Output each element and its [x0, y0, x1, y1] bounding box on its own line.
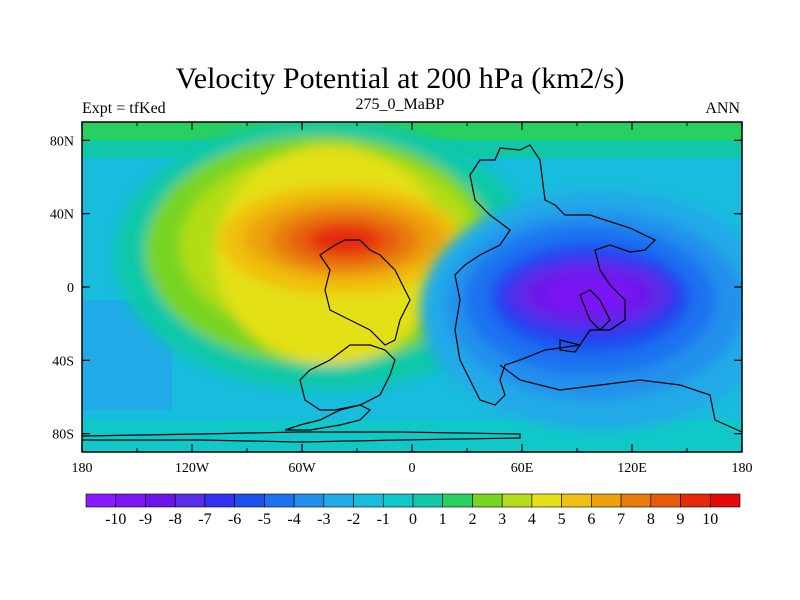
- colorbar-swatch: [650, 493, 681, 508]
- colorbar-swatch: [323, 493, 354, 508]
- colorbar-swatch: [293, 493, 325, 508]
- colorbar-label: -10: [105, 511, 126, 528]
- x-tick-label: 0: [409, 461, 416, 476]
- experiment-label: Expt = tfKed: [82, 100, 166, 117]
- colorbar-label: 7: [617, 511, 625, 528]
- colorbar-label: -5: [258, 511, 271, 528]
- colorbar-label: 2: [468, 511, 476, 528]
- colorbar-swatch: [501, 493, 533, 508]
- colorbar-swatch: [204, 493, 235, 508]
- colorbar-swatch: [561, 493, 592, 508]
- colorbar-label: -9: [139, 511, 152, 528]
- colorbar-swatch: [145, 493, 176, 508]
- x-tick-label: 180: [732, 461, 753, 476]
- y-tick-label: 40N: [50, 208, 74, 223]
- colorbar-swatch: [174, 493, 206, 508]
- colorbar-swatch: [680, 493, 711, 508]
- colorbar-label: -6: [228, 511, 241, 528]
- x-tick-label: 120E: [617, 461, 647, 476]
- colorbar-swatch: [531, 493, 562, 508]
- colorbar-label: -1: [377, 511, 390, 528]
- period-label: 275_0_MaBP: [355, 96, 445, 113]
- y-tick-label: 0: [67, 281, 74, 296]
- y-tick-label: 40S: [52, 354, 74, 369]
- y-tick-label: 80S: [52, 428, 74, 443]
- colorbar-label: 10: [702, 511, 718, 528]
- colorbar-label: 4: [528, 511, 536, 528]
- colorbar-swatch: [115, 493, 146, 508]
- colorbar-swatch: [264, 493, 295, 508]
- colorbar-label: -4: [287, 511, 300, 528]
- colorbar-label: -3: [317, 511, 330, 528]
- x-tick-label: 180: [72, 461, 93, 476]
- x-tick-label: 120W: [175, 461, 210, 476]
- colorbar-label: 6: [587, 511, 595, 528]
- colorbar-swatch: [412, 493, 444, 508]
- colorbar-label: 1: [439, 511, 447, 528]
- season-label: ANN: [705, 100, 740, 117]
- colorbar-label: 5: [558, 511, 566, 528]
- x-tick-label: 60W: [288, 461, 316, 476]
- colorbar-label: -8: [169, 511, 182, 528]
- x-tick-label: 60E: [511, 461, 534, 476]
- colorbar-label: -7: [198, 511, 211, 528]
- colorbar-swatch: [442, 493, 473, 508]
- colorbar-swatch: [620, 493, 652, 508]
- colorbar-label: 0: [409, 511, 417, 528]
- colorbar-label: 3: [498, 511, 506, 528]
- continent-outlines: [82, 144, 742, 443]
- colorbar-swatch: [382, 493, 414, 508]
- colorbar-swatch: [353, 493, 384, 508]
- colorbar-label: 9: [677, 511, 685, 528]
- colorbar-swatch: [85, 493, 117, 508]
- colorbar-label: -2: [347, 511, 360, 528]
- colorbar-swatch: [709, 493, 741, 508]
- colorbar-swatch: [591, 493, 622, 508]
- chart-title: Velocity Potential at 200 hPa (km2/s): [175, 62, 625, 95]
- y-tick-label: 80N: [50, 134, 74, 149]
- colorbar-label: 8: [647, 511, 655, 528]
- colorbar-swatch: [472, 493, 503, 508]
- colorbar-swatch: [234, 493, 265, 508]
